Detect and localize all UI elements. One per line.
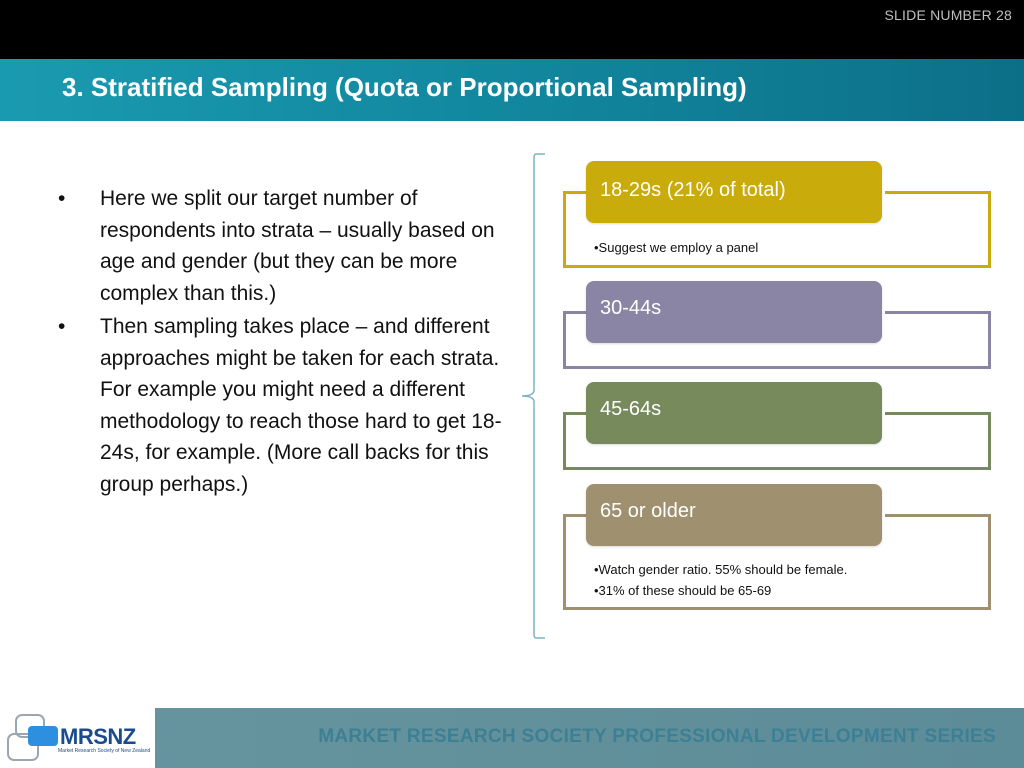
stratum-notes: •Watch gender ratio. 55% should be femal… xyxy=(594,559,847,601)
stratum-header: 65 or older xyxy=(586,484,882,546)
stratum-frame xyxy=(563,311,991,369)
title-bar: 3. Stratified Sampling (Quota or Proport… xyxy=(0,59,1024,121)
note-item: •Watch gender ratio. 55% should be femal… xyxy=(594,562,848,577)
mrsnz-logo-icon xyxy=(7,714,58,761)
stratum-frame xyxy=(563,514,991,610)
bullet-item: • Here we split our target number of res… xyxy=(58,183,506,309)
stratum-header: 18-29s (21% of total) xyxy=(586,161,882,223)
footer-series-text: MARKET RESEARCH SOCIETY PROFESSIONAL DEV… xyxy=(318,726,996,747)
stratum-frame-edge xyxy=(885,412,991,415)
slide-title: 3. Stratified Sampling (Quota or Proport… xyxy=(62,72,747,102)
stratum-frame-edge xyxy=(563,191,587,194)
footer-bar: MARKET RESEARCH SOCIETY PROFESSIONAL DEV… xyxy=(155,708,1024,768)
bullet-text: Then sampling takes place – and differen… xyxy=(100,315,502,496)
bullet-icon: • xyxy=(58,315,66,338)
stratum-frame-edge xyxy=(563,514,587,517)
stratum-frame xyxy=(563,412,991,470)
bullet-item: • Then sampling takes place – and differ… xyxy=(58,311,506,500)
logo-subtext: Market Research Society of New Zealand xyxy=(58,748,151,754)
bracket-icon xyxy=(521,153,545,639)
stratum-frame-edge xyxy=(563,311,587,314)
top-bar: SLIDE NUMBER 28 xyxy=(0,0,1024,59)
bullet-icon: • xyxy=(58,187,66,210)
note-item: •31% of these should be 65-69 xyxy=(594,583,772,598)
slide-number: SLIDE NUMBER 28 xyxy=(884,7,1012,23)
note-item: •Suggest we employ a panel xyxy=(594,240,759,255)
stratum-frame-edge xyxy=(885,311,991,314)
stratum-frame-edge xyxy=(885,191,991,194)
stratum-frame-edge xyxy=(563,412,587,415)
bullet-list: • Here we split our target number of res… xyxy=(58,183,506,502)
stratum-header: 30-44s xyxy=(586,281,882,343)
stratum-notes: •Suggest we employ a panel xyxy=(594,237,758,258)
stratum-frame xyxy=(563,191,991,268)
stratum-header: 45-64s xyxy=(586,382,882,444)
stratum-frame-edge xyxy=(885,514,991,517)
logo-text: MRSNZ xyxy=(60,724,136,749)
bullet-text: Here we split our target number of respo… xyxy=(100,187,495,305)
